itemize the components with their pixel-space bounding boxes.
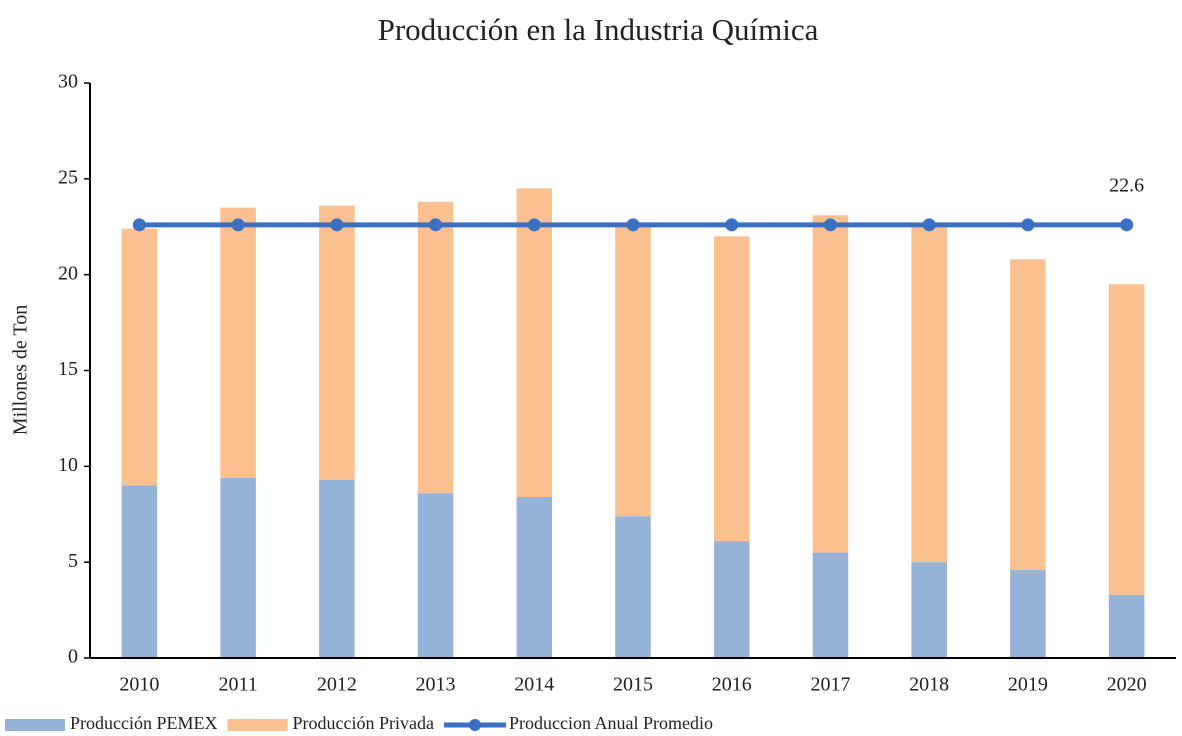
- bar-segment: [417, 201, 454, 494]
- x-tick-label: 2013: [416, 674, 456, 696]
- y-axis-label: Millones de Ton: [10, 305, 32, 435]
- bar-segment: [1010, 569, 1046, 658]
- bar-segment: [812, 552, 849, 658]
- chart-title: Producción en la Industria Química: [378, 12, 819, 47]
- legend-swatch: [227, 719, 288, 731]
- y-tick-label: 5: [68, 550, 78, 572]
- x-tick-label: 2014: [514, 674, 554, 696]
- x-tick-label: 2019: [1008, 674, 1048, 696]
- data-label: 22.6: [1109, 174, 1144, 196]
- x-tick-label: 2015: [613, 674, 653, 696]
- line-point: [132, 218, 146, 232]
- x-tick-label: 2018: [909, 674, 949, 696]
- bar-segment: [911, 222, 947, 563]
- bar-segment: [911, 562, 947, 658]
- bar-segment: [812, 215, 849, 553]
- bar-segment: [1108, 594, 1145, 658]
- y-tick-label: 10: [58, 454, 78, 476]
- y-tick-label: 0: [68, 646, 78, 668]
- x-tick-label: 2017: [810, 674, 850, 696]
- bar-segment: [121, 228, 158, 486]
- y-tick-label: 30: [58, 71, 78, 93]
- legend-label: Produccion Anual Promedio: [509, 713, 713, 733]
- bar-segment: [121, 485, 158, 658]
- line-point: [527, 218, 541, 232]
- bar-segment: [516, 497, 553, 658]
- line-point: [725, 218, 739, 232]
- y-tick-label: 20: [58, 262, 78, 284]
- line-point: [1120, 218, 1134, 232]
- bar-segment: [319, 479, 355, 658]
- bar-segment: [713, 236, 750, 542]
- x-tick-label: 2012: [317, 674, 357, 696]
- line-point: [429, 218, 443, 232]
- bar-segment: [713, 541, 750, 658]
- bar-segment: [220, 207, 256, 478]
- bar-segment: [1010, 259, 1046, 570]
- bar-segment: [516, 188, 553, 497]
- line-point: [1021, 218, 1035, 232]
- legend-label: Producción Privada: [293, 713, 434, 733]
- line-point: [823, 218, 837, 232]
- bar-segment: [319, 205, 355, 480]
- bar-segment: [1108, 284, 1145, 595]
- legend-label: Producción PEMEX: [70, 713, 218, 733]
- y-tick-label: 15: [58, 358, 78, 380]
- legend-swatch: [5, 719, 65, 731]
- bar-segment: [220, 477, 256, 658]
- x-tick-label: 2016: [712, 674, 752, 696]
- bar-segment: [615, 516, 651, 658]
- x-tick-label: 2010: [119, 674, 159, 696]
- legend-marker: [468, 719, 481, 731]
- line-point: [626, 218, 640, 232]
- line-point: [231, 218, 245, 232]
- line-point: [922, 218, 936, 232]
- x-tick-label: 2011: [218, 674, 257, 696]
- x-tick-label: 2020: [1107, 674, 1147, 696]
- line-point: [330, 218, 344, 232]
- bar-segment: [615, 224, 651, 517]
- y-tick-label: 25: [58, 166, 78, 188]
- bar-segment: [417, 493, 454, 658]
